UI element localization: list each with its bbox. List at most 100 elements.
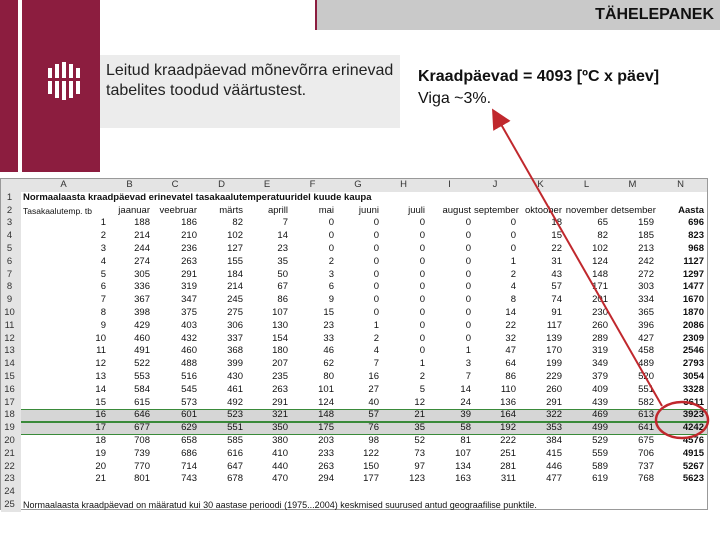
- column-letter: J: [474, 179, 519, 192]
- cell: 186: [181, 217, 197, 229]
- cell: 529: [592, 435, 608, 446]
- row-number: 12: [1, 332, 21, 346]
- cell: 11: [96, 345, 106, 357]
- cell: 0: [419, 307, 425, 318]
- cell: 488: [181, 358, 197, 370]
- cell: 3054: [682, 371, 704, 382]
- column-header: jaanuar: [118, 204, 150, 216]
- cell: 192: [500, 422, 516, 434]
- row-number: 23: [1, 473, 21, 487]
- cell: 52: [414, 435, 425, 446]
- cell: 102: [227, 230, 243, 242]
- row-highlight: [21, 409, 707, 423]
- cell: 12: [95, 358, 106, 370]
- corner: [1, 179, 21, 192]
- cell: 399: [227, 358, 243, 370]
- cell: 43: [551, 268, 562, 280]
- cell: 2: [419, 371, 425, 382]
- cell: 12: [414, 396, 425, 408]
- cell: 188: [134, 217, 150, 229]
- cell: 8: [100, 307, 106, 318]
- cell: 0: [373, 268, 379, 280]
- cell: 440: [272, 460, 288, 472]
- cell: 148: [318, 409, 334, 421]
- cell: 275: [227, 307, 243, 318]
- cell: 1127: [683, 255, 704, 267]
- cell: 7: [465, 371, 471, 382]
- row-number: 18: [1, 409, 21, 423]
- cell: 469: [592, 409, 608, 421]
- cell: 0: [465, 307, 471, 318]
- cell: 86: [277, 294, 288, 306]
- cell: 0: [419, 294, 425, 306]
- cell: 244: [134, 243, 150, 254]
- cell: 19: [95, 447, 106, 459]
- cell: 708: [134, 435, 150, 446]
- cell: 124: [592, 255, 608, 267]
- row-number: 16: [1, 383, 21, 397]
- cell: 432: [181, 332, 197, 344]
- cell: 559: [592, 447, 608, 459]
- cell: 82: [232, 217, 243, 229]
- cell: 696: [688, 217, 704, 229]
- cell: 367: [134, 294, 150, 306]
- cell: 675: [638, 435, 654, 446]
- row-number: 15: [1, 371, 21, 384]
- column-letter: F: [291, 179, 337, 192]
- cell: 0: [465, 319, 471, 331]
- cell: 2: [100, 230, 106, 242]
- cell: 409: [592, 383, 608, 395]
- cell: 184: [227, 268, 243, 280]
- cell: 260: [592, 319, 608, 331]
- cell: 337: [227, 332, 243, 344]
- cell: 334: [638, 294, 654, 306]
- cell: 322: [546, 409, 562, 421]
- cell: 180: [272, 345, 288, 357]
- cell: 20: [95, 460, 106, 472]
- cell: 616: [227, 447, 243, 459]
- cell: 35: [277, 255, 288, 267]
- column-letter: L: [565, 179, 611, 192]
- cell: 613: [638, 409, 654, 421]
- cell: 336: [134, 281, 150, 293]
- cell: 470: [272, 473, 288, 485]
- cell: 379: [592, 371, 608, 382]
- column-letter: M: [611, 179, 657, 192]
- cell: 0: [373, 243, 379, 254]
- cell: 1297: [682, 268, 704, 280]
- cell: 0: [465, 294, 471, 306]
- row-number: 14: [1, 358, 21, 371]
- cell: 823: [688, 230, 704, 242]
- cell: 3: [100, 243, 106, 254]
- cell: 155: [227, 255, 243, 267]
- cell: 347: [181, 294, 197, 306]
- cell: 601: [181, 409, 197, 421]
- cell: 2: [373, 332, 379, 344]
- cell: 134: [455, 460, 471, 472]
- cell: 4915: [682, 447, 704, 459]
- cell: 0: [328, 243, 334, 254]
- arrow: [492, 108, 663, 407]
- cell: 0: [510, 243, 516, 254]
- cell: 136: [500, 396, 516, 408]
- cell: 5: [100, 268, 106, 280]
- cell: 46: [323, 345, 334, 357]
- cell: 263: [272, 383, 288, 395]
- cell: 58: [460, 422, 471, 434]
- row-number: 6: [1, 255, 21, 269]
- cell: 0: [465, 332, 471, 344]
- cell: 102: [592, 243, 608, 254]
- cell: 16: [368, 371, 379, 382]
- column-letter: N: [657, 179, 707, 192]
- cell: 1: [510, 255, 516, 267]
- cell: 0: [419, 255, 425, 267]
- cell: 2: [510, 268, 516, 280]
- cell: 33: [323, 332, 334, 344]
- cell: 0: [419, 217, 425, 229]
- cell: 81: [460, 435, 471, 446]
- cell: 647: [227, 460, 243, 472]
- cell: 291: [546, 396, 562, 408]
- cell: 242: [638, 255, 654, 267]
- cell: 291: [181, 268, 197, 280]
